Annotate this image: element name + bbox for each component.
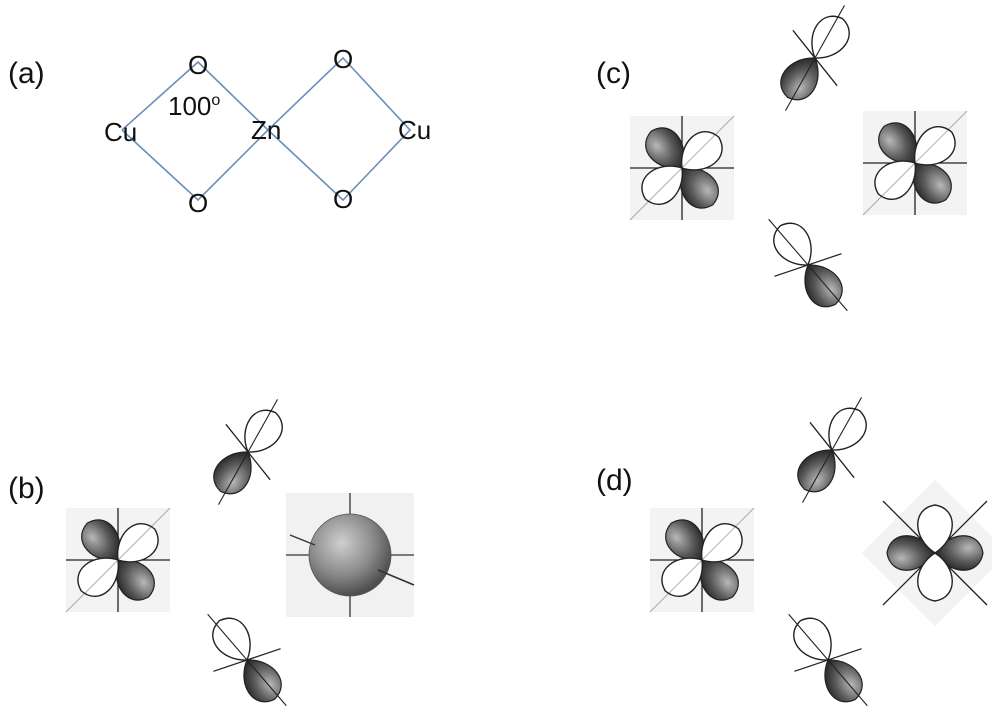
d-orbital-left <box>650 508 754 612</box>
p-orbital-bottom <box>746 196 871 333</box>
p-orbital-bottom <box>766 591 891 710</box>
panel-label-a: (a) <box>8 57 45 90</box>
atom-o-bottom-right: O <box>333 184 353 214</box>
atom-o-top-left: O <box>188 50 208 80</box>
atom-cu-left: Cu <box>104 117 137 147</box>
atom-zn: Zn <box>251 115 281 145</box>
cu-zn-o-structure: Cu Zn Cu O O O O 100o <box>104 44 431 218</box>
d-orbital-left <box>630 116 734 220</box>
bond-angle-unit: o <box>211 92 220 109</box>
bond-lines <box>121 56 412 202</box>
atom-o-top-right: O <box>333 44 353 74</box>
atom-cu-right: Cu <box>398 115 431 145</box>
panel-label-c: (c) <box>596 57 631 90</box>
panel-label-d: (d) <box>596 464 633 497</box>
p-orbital-top <box>753 0 878 127</box>
s-orbital-sphere <box>286 493 415 617</box>
bond-angle-value: 100 <box>168 91 211 121</box>
d-orbital-right <box>863 111 967 215</box>
panel-b-orbitals <box>66 383 415 710</box>
p-orbital-top <box>770 381 895 518</box>
bond-angle-label: 100o <box>168 91 220 121</box>
panel-d-orbitals <box>650 381 992 710</box>
panel-label-b: (b) <box>8 472 45 505</box>
panel-c-orbitals <box>630 0 967 334</box>
d-orbital-left <box>66 508 170 612</box>
atom-o-bottom-left: O <box>188 188 208 218</box>
d-orbital-right-rotated <box>861 479 992 627</box>
